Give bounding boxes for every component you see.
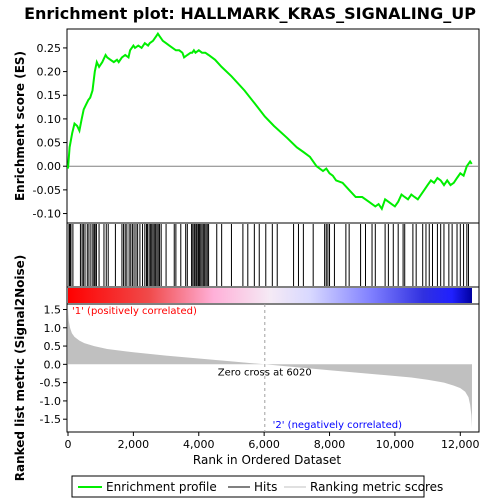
negative-correlated-label: '2' (negatively correlated): [273, 420, 402, 431]
es-y-tick-label: 0.15: [37, 89, 62, 102]
metric-y-axis-label: Ranked list metric (Signal2Noise): [13, 255, 27, 482]
es-y-tick-label: 0.25: [37, 42, 62, 55]
enrichment-score-panel: -0.10 -0.05 0.00 0.05 0.10 0.15 0.20 0.25 Enric…: [13, 28, 480, 224]
hit-marks: [68, 224, 469, 286]
es-y-axis: -0.10 -0.05 0.00 0.05 0.10 0.15 0.20 0.25: [33, 42, 67, 221]
x-tick-label: 2,000: [118, 438, 150, 451]
x-tick-label: 12,000: [441, 438, 480, 451]
es-y-tick-label: 0.20: [37, 66, 62, 79]
chart-title: Enrichment plot: HALLMARK_KRAS_SIGNALING…: [24, 4, 476, 23]
hits-panel: [66, 222, 480, 288]
ranking-metric-area: [68, 307, 472, 429]
enrichment-profile-line: [67, 31, 473, 212]
legend-label-enrichment: Enrichment profile: [106, 480, 217, 494]
rank-heatmap-bar: [68, 288, 472, 303]
x-tick-label: 4,000: [183, 438, 215, 451]
es-y-tick-label: -0.05: [33, 184, 61, 197]
es-y-tick-label: 0.00: [37, 160, 62, 173]
ranked-metric-panel: -1.5 -1.0 -0.5 0.0 0.5 1.0 1.5 Zero cross at 6…: [13, 255, 480, 482]
metric-y-tick-label: -0.5: [40, 377, 61, 390]
x-axis: 0 2,000 4,000 6,000 8,000 10,000 12,000: [65, 432, 480, 451]
metric-y-tick-label: -1.5: [40, 413, 61, 426]
metric-y-tick-label: 0.5: [44, 340, 62, 353]
positive-correlated-label: '1' (positively correlated): [72, 306, 197, 317]
es-y-axis-label: Enrichment score (ES): [13, 51, 27, 201]
metric-y-tick-label: 1.5: [44, 303, 62, 316]
metric-y-tick-label: 1.0: [44, 322, 62, 335]
es-y-tick-label: 0.05: [37, 137, 62, 150]
es-y-tick-label: 0.10: [37, 113, 62, 126]
es-y-tick-label: -0.10: [33, 208, 61, 221]
zero-cross-label: Zero cross at 6020: [218, 367, 312, 378]
metric-y-axis: -1.5 -1.0 -0.5 0.0 0.5 1.0 1.5: [40, 303, 67, 426]
legend-label-ranking: Ranking metric scores: [310, 480, 443, 494]
x-tick-label: 0: [65, 438, 72, 451]
legend-label-hits: Hits: [254, 480, 277, 494]
metric-y-tick-label: -1.0: [40, 395, 61, 408]
metric-y-tick-label: 0.0: [44, 358, 62, 371]
x-tick-label: 10,000: [376, 438, 415, 451]
x-tick-label: 8,000: [314, 438, 346, 451]
legend: Enrichment profile Hits Ranking metric s…: [71, 475, 443, 498]
x-axis-label: Rank in Ordered Dataset: [193, 453, 341, 467]
x-tick-label: 6,000: [248, 438, 280, 451]
